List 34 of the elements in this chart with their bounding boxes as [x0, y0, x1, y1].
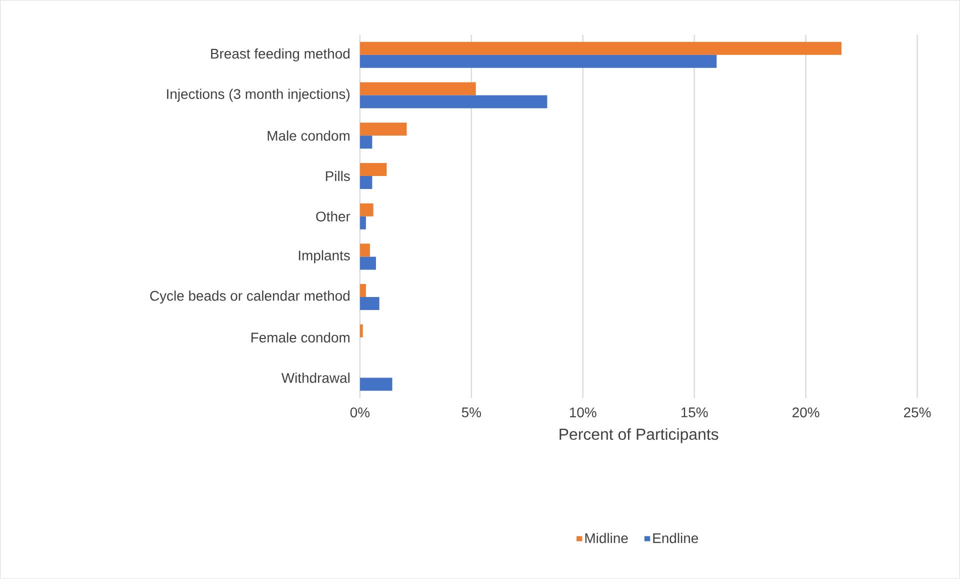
- bar: [360, 284, 366, 298]
- legend-label: Endline: [653, 533, 698, 544]
- x-tick-label: 20%: [792, 408, 820, 418]
- bar: [360, 122, 407, 136]
- y-tick-label: Implants: [298, 250, 350, 264]
- x-tick-label: 0%: [350, 408, 370, 418]
- bar: [360, 42, 842, 56]
- x-axis-title: Percent of Participants: [560, 428, 718, 444]
- y-tick-label: Withdrawal: [281, 372, 350, 384]
- y-tick-label: Other: [316, 211, 350, 222]
- y-tick-label: Breast feeding method: [211, 48, 350, 62]
- bar: [360, 163, 387, 176]
- bar: [360, 297, 380, 310]
- x-tick-label: 5%: [462, 408, 481, 418]
- bar: [360, 95, 548, 108]
- legend-label: Midline: [585, 533, 628, 544]
- bar: [360, 55, 717, 68]
- bar: [360, 136, 372, 149]
- bar: [360, 82, 476, 96]
- y-tick-label: Cycle beads or calendar method: [150, 290, 350, 304]
- x-tick-label: 10%: [570, 408, 596, 418]
- y-tick-label: Male condom: [268, 130, 350, 141]
- y-tick-label: Injections (3 month injections): [167, 88, 350, 102]
- x-tick-label: 25%: [904, 408, 931, 418]
- bar: [360, 256, 376, 270]
- y-tick-label: Pills: [326, 170, 350, 182]
- y-tick-label: Female condom: [251, 332, 350, 343]
- bar: [360, 216, 366, 230]
- bar: [360, 176, 372, 190]
- x-tick-label: 15%: [681, 408, 708, 418]
- bar: [360, 324, 363, 338]
- bar: [360, 203, 374, 216]
- bar: [360, 244, 370, 257]
- bar: [360, 378, 392, 391]
